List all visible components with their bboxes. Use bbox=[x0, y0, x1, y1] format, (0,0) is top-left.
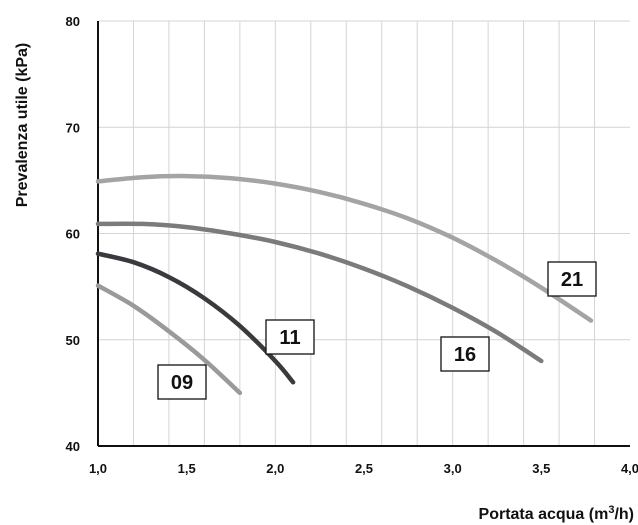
series-label-text: 16 bbox=[454, 344, 476, 366]
x-axis-title-superscript: 3 bbox=[608, 504, 614, 516]
series-label-09: 09 bbox=[157, 364, 207, 400]
x-tick-label: 3,5 bbox=[532, 461, 550, 476]
y-tick-label: 40 bbox=[66, 439, 80, 454]
series-label-text: 11 bbox=[279, 327, 300, 349]
series-label-box bbox=[440, 336, 490, 372]
x-tick-label: 3,0 bbox=[444, 461, 462, 476]
series-labels: 09 11 16 21 bbox=[157, 261, 597, 400]
grid bbox=[98, 20, 630, 446]
series-line-21 bbox=[95, 173, 594, 323]
x-tick-label: 1,0 bbox=[89, 461, 107, 476]
series-label-box bbox=[265, 319, 315, 355]
x-tick-label: 2,0 bbox=[266, 461, 284, 476]
y-tick-label: 80 bbox=[66, 14, 80, 29]
series-label-text: 09 bbox=[171, 372, 193, 394]
series-label-21: 21 bbox=[547, 261, 597, 297]
y-tick-label: 60 bbox=[66, 227, 80, 242]
series-lines bbox=[95, 173, 594, 396]
y-tick-label: 70 bbox=[66, 120, 80, 135]
y-axis-title: Prevalenza utile (kPa) bbox=[14, 43, 31, 208]
axes bbox=[97, 21, 630, 447]
x-tick-labels: 1,0 1,5 2,0 2,5 3,0 3,5 4,0 bbox=[89, 461, 638, 476]
series-label-16: 16 bbox=[440, 336, 490, 372]
x-axis-title-main: Portata acqua (m bbox=[479, 506, 609, 523]
series-label-box bbox=[157, 364, 207, 400]
series-line-11 bbox=[95, 251, 296, 385]
x-tick-label: 1,5 bbox=[178, 461, 196, 476]
y-tick-label: 50 bbox=[66, 333, 80, 348]
x-tick-label: 2,5 bbox=[355, 461, 373, 476]
series-label-text: 21 bbox=[561, 269, 583, 291]
x-axis-title: Portata acqua (m3/h) bbox=[479, 504, 634, 523]
series-line-09 bbox=[95, 283, 243, 396]
series-label-box bbox=[547, 261, 597, 297]
y-tick-labels: 40 50 60 70 80 bbox=[66, 14, 80, 454]
x-tick-label: 4,0 bbox=[621, 461, 638, 476]
series-line-16 bbox=[95, 221, 544, 364]
x-axis-title-end: /h) bbox=[614, 506, 634, 523]
series-label-11: 11 bbox=[265, 319, 315, 355]
